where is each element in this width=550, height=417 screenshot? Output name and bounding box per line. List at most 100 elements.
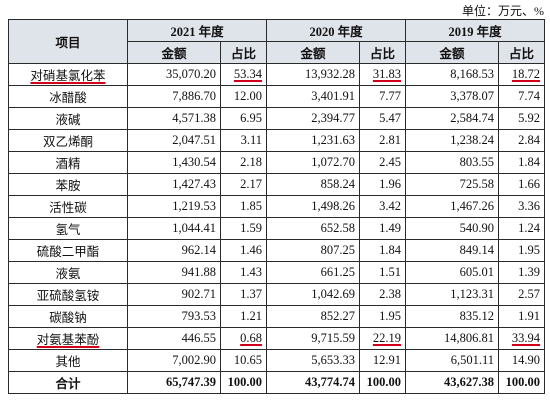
- header-item: 项目: [8, 19, 128, 64]
- ratio-cell: 1.39: [498, 261, 546, 284]
- table-row: 活性碳 1,219.53 1.85 1,498.26 3.42 1,467.26 3.36: [8, 195, 546, 218]
- item-name-text: 双乙烯酮: [42, 135, 93, 149]
- amount-cell: 2,394.77: [266, 107, 361, 130]
- ratio-cell: 7.77: [359, 85, 407, 108]
- amount-value: 65,747.39: [166, 375, 216, 389]
- ratio-value: 1.84: [379, 243, 402, 257]
- amount-value: 43,774.74: [305, 375, 356, 389]
- item-name-text: 苯胺: [55, 179, 81, 193]
- ratio-cell: 1.95: [359, 305, 407, 328]
- ratio-value: 1.37: [240, 287, 263, 301]
- row-item-name: 合计: [8, 371, 128, 394]
- table-row: 硫酸二甲酯 962.14 1.46 807.25 1.84 849.14 1.95: [8, 239, 546, 262]
- item-name-text: 活性碳: [49, 201, 87, 215]
- amount-cell: 1,072.70: [266, 151, 361, 174]
- amount-cell: 3,378.07: [405, 85, 500, 108]
- table-row: 对氨基苯酚 446.55 0.68 9,715.59 22.19 14,806.81 33.…: [8, 327, 546, 350]
- amount-cell: 3,401.91: [266, 85, 361, 108]
- amount-value: 725.58: [459, 177, 495, 191]
- amount-cell: 849.14: [405, 239, 500, 262]
- ratio-value: 1.96: [379, 177, 402, 191]
- amount-value: 6,501.11: [450, 353, 495, 367]
- ratio-cell: 31.83: [359, 63, 407, 86]
- amount-cell: 1,042.69: [266, 283, 361, 306]
- amount-value: 807.25: [320, 243, 356, 257]
- item-name-text: 液氨: [55, 267, 81, 281]
- item-name-text: 其他: [55, 355, 81, 369]
- ratio-cell: 6.95: [219, 107, 268, 130]
- amount-value: 858.24: [320, 177, 356, 191]
- amount-cell: 941.88: [127, 261, 221, 284]
- header-amount: 金额: [127, 41, 221, 64]
- ratio-cell: 5.47: [359, 107, 407, 130]
- amount-cell: 962.14: [127, 239, 221, 262]
- ratio-cell: 2.38: [359, 283, 407, 306]
- amount-value: 1,430.54: [172, 155, 216, 169]
- row-item-name: 碳酸钠: [8, 305, 128, 328]
- ratio-value: 12.00: [233, 89, 263, 103]
- item-name-text: 酒精: [55, 157, 81, 171]
- amount-cell: 605.01: [405, 261, 500, 284]
- amount-cell: 803.55: [405, 151, 500, 174]
- ratio-cell: 100.00: [359, 371, 407, 394]
- amount-cell: 5,653.33: [266, 349, 361, 372]
- row-item-name: 液氨: [8, 261, 128, 284]
- ratio-cell: 12.00: [219, 85, 268, 108]
- row-item-name: 冰醋酸: [8, 85, 128, 108]
- ratio-cell: 7.74: [498, 85, 546, 108]
- amount-cell: 1,044.41: [127, 217, 221, 240]
- amount-value: 7,886.70: [172, 89, 216, 103]
- item-name-text: 对氨基苯酚: [36, 333, 100, 347]
- ratio-value: 1.59: [240, 221, 263, 235]
- ratio-cell: 1.91: [498, 305, 546, 328]
- amount-value: 852.27: [320, 309, 356, 323]
- amount-cell: 1,430.54: [127, 151, 221, 174]
- amount-value: 1,467.26: [450, 199, 495, 213]
- amount-cell: 1,123.31: [405, 283, 500, 306]
- amount-value: 9,715.59: [311, 331, 356, 345]
- amount-cell: 652.58: [266, 217, 361, 240]
- amount-value: 1,231.63: [311, 133, 356, 147]
- item-name-text: 液碱: [55, 113, 81, 127]
- amount-cell: 661.25: [266, 261, 361, 284]
- item-name-text: 硫酸二甲酯: [36, 245, 100, 259]
- ratio-cell: 1.95: [498, 239, 546, 262]
- amount-value: 835.12: [459, 309, 495, 323]
- ratio-cell: 10.65: [219, 349, 268, 372]
- amount-value: 2,394.77: [311, 111, 356, 125]
- table-body: 对硝基氯化苯 35,070.20 53.34 13,932.28 31.83 8,168.…: [8, 63, 546, 394]
- amount-value: 8,168.53: [450, 67, 495, 81]
- ratio-value: 2.57: [518, 287, 541, 301]
- header-amount: 金额: [405, 41, 500, 64]
- amount-cell: 902.71: [127, 283, 221, 306]
- ratio-value: 31.83: [372, 67, 402, 81]
- amount-cell: 4,571.38: [127, 107, 221, 130]
- ratio-cell: 2.81: [359, 129, 407, 152]
- amount-cell: 2,047.51: [127, 129, 221, 152]
- amount-value: 1,238.24: [450, 133, 495, 147]
- row-item-name: 对氨基苯酚: [8, 327, 128, 350]
- table-row: 冰醋酸 7,886.70 12.00 3,401.91 7.77 3,378.07 7.74: [8, 85, 546, 108]
- item-name-text: 合计: [55, 377, 81, 391]
- amount-value: 43,627.38: [444, 375, 495, 389]
- ratio-value: 1.46: [240, 243, 263, 257]
- ratio-cell: 18.72: [498, 63, 546, 86]
- ratio-value: 3.36: [518, 199, 541, 213]
- amount-cell: 835.12: [405, 305, 500, 328]
- ratio-cell: 5.92: [498, 107, 546, 130]
- amount-value: 7,002.90: [172, 353, 216, 367]
- ratio-value: 1.95: [518, 243, 541, 257]
- table-row: 双乙烯酮 2,047.51 3.11 1,231.63 2.81 1,238.24 2.84: [8, 129, 546, 152]
- ratio-cell: 1.49: [359, 217, 407, 240]
- amount-value: 661.25: [320, 265, 356, 279]
- header-year-2021: 2021 年度: [126, 19, 268, 42]
- amount-value: 4,571.38: [172, 111, 216, 125]
- amount-cell: 725.58: [405, 173, 500, 196]
- row-item-name: 其他: [8, 349, 128, 372]
- header-year-2020: 2020 年度: [266, 19, 407, 42]
- item-name-text: 碳酸钠: [49, 311, 87, 325]
- ratio-value: 2.84: [518, 133, 541, 147]
- amount-value: 902.71: [181, 287, 216, 301]
- ratio-value: 14.90: [511, 353, 541, 367]
- ratio-value: 10.65: [233, 353, 263, 367]
